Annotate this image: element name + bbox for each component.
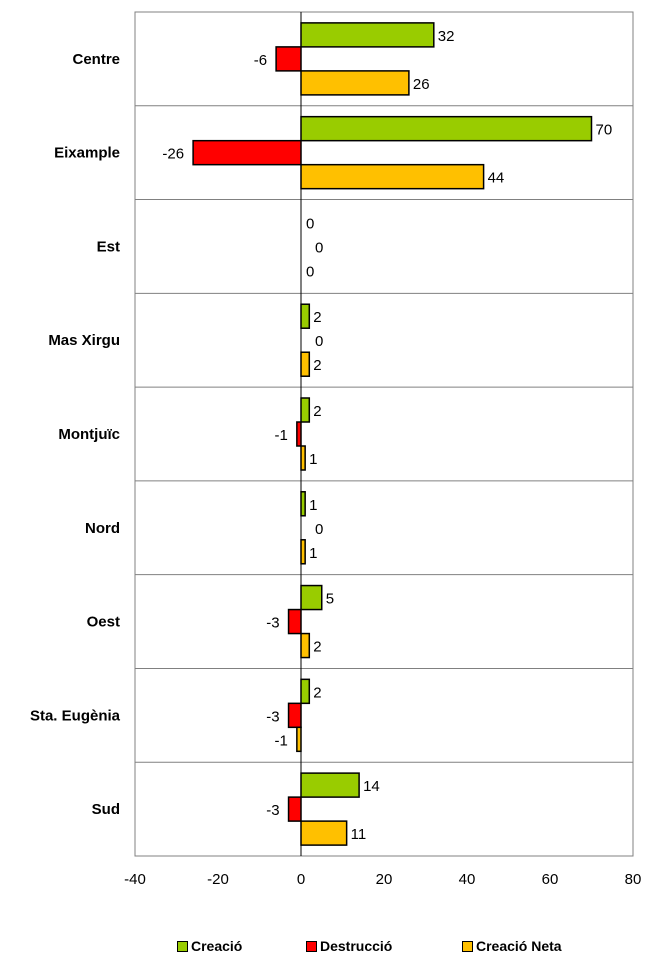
category-labels: Centre Eixample Est Mas Xirgu Montjuïc Nord Oe… bbox=[30, 51, 121, 818]
bar bbox=[287, 608, 302, 635]
data-label: -3 bbox=[266, 802, 279, 819]
data-label: -6 bbox=[254, 52, 267, 69]
bar bbox=[300, 632, 311, 659]
bar bbox=[300, 70, 410, 96]
bar bbox=[300, 491, 306, 517]
legend-swatch bbox=[462, 940, 473, 952]
legend-label: Creació bbox=[191, 938, 243, 954]
x-tick-label: -20 bbox=[207, 871, 229, 888]
bar-chart: Centre Eixample Est Mas Xirgu Montjuïc Nord Oe… bbox=[30, 11, 641, 888]
data-label: 1 bbox=[309, 451, 317, 468]
bar bbox=[296, 421, 302, 447]
legend-label: Creació Neta bbox=[476, 938, 562, 954]
x-tick-label: 0 bbox=[297, 871, 305, 888]
bar bbox=[300, 303, 311, 329]
legend-swatch bbox=[177, 940, 188, 952]
data-label: 0 bbox=[306, 263, 314, 280]
x-tick-label: -40 bbox=[124, 871, 146, 888]
data-label: 11 bbox=[351, 826, 367, 843]
bar bbox=[296, 726, 302, 753]
data-label: 0 bbox=[315, 333, 323, 350]
data-label: 5 bbox=[326, 591, 334, 608]
data-label: 32 bbox=[438, 28, 455, 45]
category-label: Mas Xirgu bbox=[48, 332, 120, 349]
category-label: Oest bbox=[87, 614, 120, 631]
data-label: 2 bbox=[313, 684, 321, 701]
x-tick-label: 80 bbox=[625, 871, 642, 888]
bar bbox=[275, 46, 302, 72]
bar bbox=[300, 22, 435, 48]
bar bbox=[300, 115, 593, 142]
bar bbox=[300, 351, 311, 377]
data-labels: 327002215214-6-2600-10-3-3-3264402112-11… bbox=[162, 28, 612, 843]
data-label: -1 bbox=[275, 732, 288, 749]
data-label: 2 bbox=[313, 309, 321, 326]
bar bbox=[300, 820, 348, 846]
bars bbox=[192, 22, 593, 846]
category-label: Montjuïc bbox=[58, 426, 120, 443]
category-separators bbox=[135, 105, 633, 763]
data-label: 1 bbox=[309, 497, 317, 514]
x-tick-label: 20 bbox=[376, 871, 393, 888]
category-label: Est bbox=[97, 238, 120, 255]
bar bbox=[300, 678, 311, 705]
data-label: 0 bbox=[315, 521, 323, 538]
plot-border bbox=[134, 11, 634, 857]
legend-label: Destrucció bbox=[320, 938, 393, 954]
bar bbox=[300, 584, 323, 611]
bar bbox=[300, 539, 306, 565]
bar bbox=[300, 397, 311, 423]
category-label: Sta. Eugènia bbox=[30, 707, 121, 724]
bar bbox=[192, 139, 302, 166]
data-label: -3 bbox=[266, 708, 279, 725]
data-label: -1 bbox=[275, 427, 288, 444]
data-label: 14 bbox=[363, 778, 380, 795]
x-axis-tick-labels: -40 -20 0 20 40 60 80 bbox=[124, 871, 641, 888]
data-label: 2 bbox=[313, 357, 321, 374]
data-label: 26 bbox=[413, 76, 430, 93]
category-label: Centre bbox=[72, 51, 120, 68]
data-label: 2 bbox=[313, 639, 321, 656]
legend-item-creacio-neta: Creació Neta bbox=[462, 938, 562, 954]
x-tick-label: 60 bbox=[542, 871, 559, 888]
data-label: -3 bbox=[266, 615, 279, 632]
bar bbox=[287, 796, 302, 822]
data-label: 44 bbox=[488, 170, 505, 187]
data-label: -26 bbox=[162, 146, 184, 163]
legend-swatch bbox=[306, 940, 317, 952]
legend: Creació Destrucció Creació Neta bbox=[0, 938, 648, 958]
data-label: 1 bbox=[309, 545, 317, 562]
plot-area bbox=[134, 11, 634, 857]
bar bbox=[300, 772, 360, 798]
bar bbox=[300, 445, 306, 471]
bar bbox=[287, 702, 302, 729]
data-label: 0 bbox=[315, 239, 323, 256]
x-tick-label: 40 bbox=[459, 871, 476, 888]
bar bbox=[300, 163, 485, 190]
data-label: 0 bbox=[306, 215, 314, 232]
category-label: Sud bbox=[92, 801, 120, 818]
legend-item-creacio: Creació bbox=[177, 938, 242, 954]
data-label: 70 bbox=[596, 122, 613, 139]
category-label: Nord bbox=[85, 520, 120, 537]
legend-item-destruccio: Destrucció bbox=[306, 938, 392, 954]
data-label: 2 bbox=[313, 403, 321, 420]
category-label: Eixample bbox=[54, 145, 120, 162]
